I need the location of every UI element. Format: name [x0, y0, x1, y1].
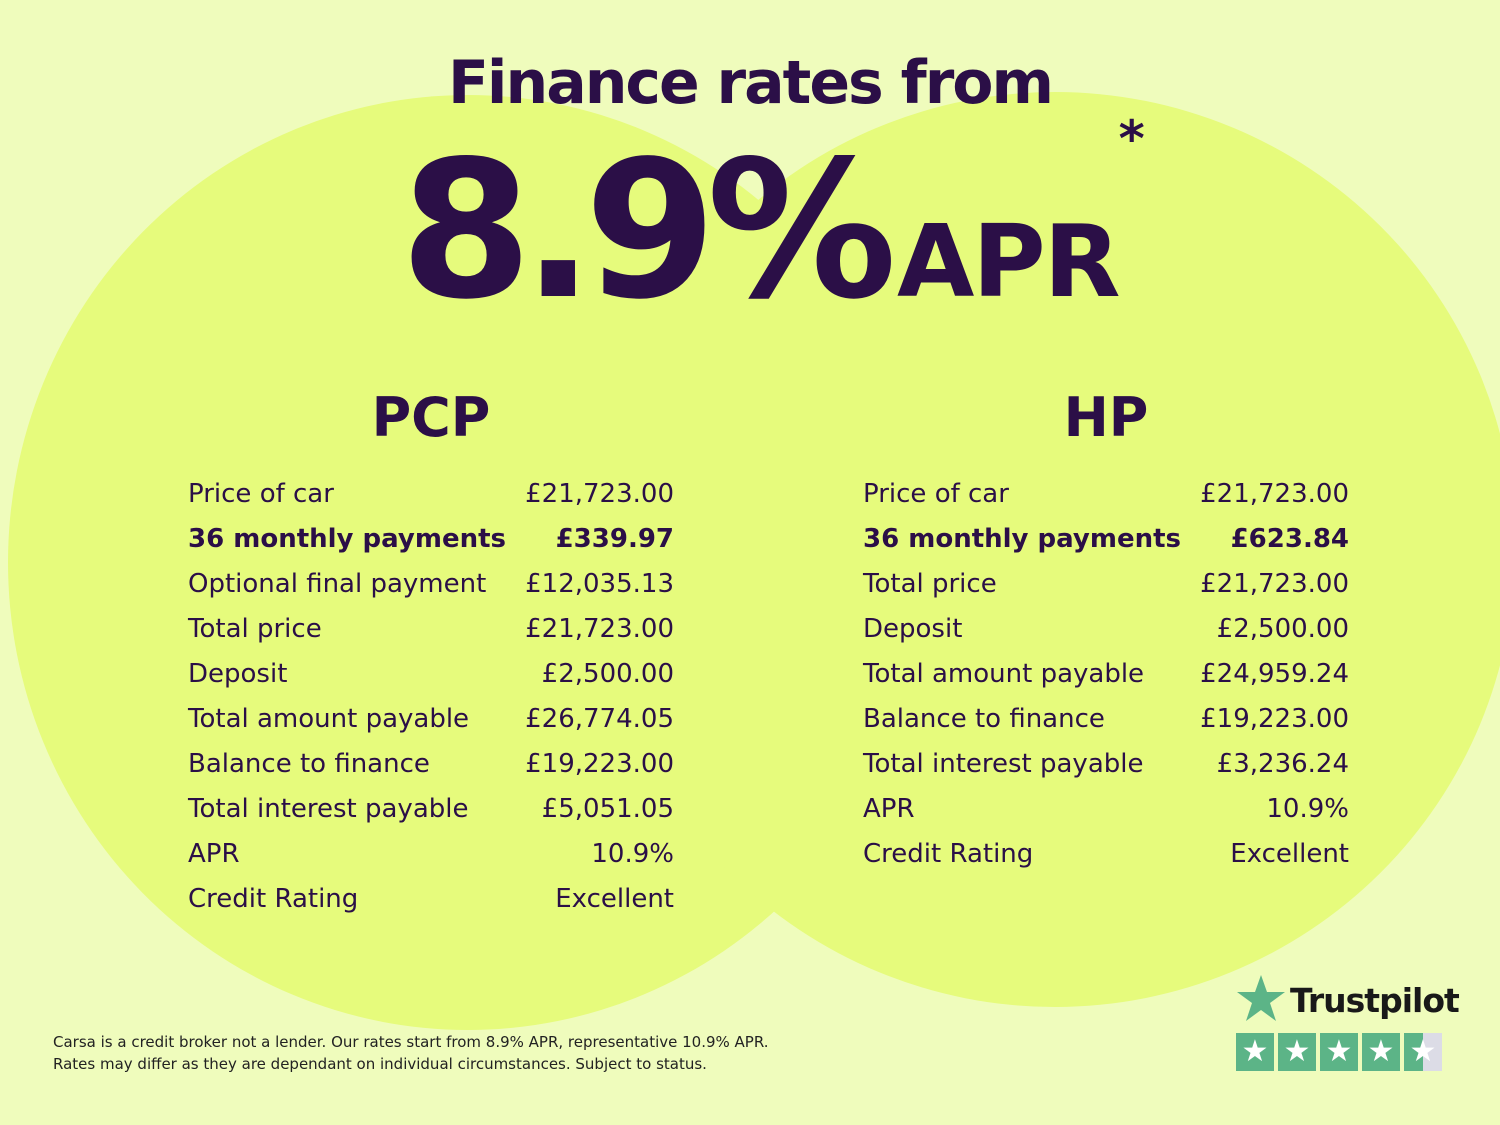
star-icon: ★	[1320, 1033, 1358, 1071]
row-label: Credit Rating	[863, 839, 1034, 869]
trustpilot-rating: ★ ★ ★ ★ ★	[1236, 1033, 1442, 1071]
row-label: Optional final payment	[188, 569, 487, 599]
row-value: £623.84	[1230, 524, 1349, 554]
hp-table: HP Price of car £21,723.00 36 monthly paym…	[863, 388, 1349, 877]
row-label: 36 monthly payments	[863, 524, 1181, 554]
row-value: £339.97	[555, 524, 674, 554]
table-row: Total interest payable £5,051.05	[188, 787, 674, 832]
table-row: 36 monthly payments £623.84	[863, 517, 1349, 562]
table-row: 36 monthly payments £339.97	[188, 517, 674, 562]
row-value: £19,223.00	[1200, 704, 1349, 734]
pcp-title: PCP	[371, 386, 491, 449]
row-label: Total amount payable	[188, 704, 470, 734]
table-row: Total amount payable £26,774.05	[188, 697, 674, 742]
row-label: APR	[188, 839, 240, 869]
row-value: Excellent	[555, 884, 674, 914]
table-row: Balance to finance £19,223.00	[863, 697, 1349, 742]
row-label: Total interest payable	[863, 749, 1144, 779]
row-value: 10.9%	[1266, 794, 1349, 824]
row-value: 10.9%	[591, 839, 674, 869]
disclaimer: Carsa is a credit broker not a lender. O…	[53, 1031, 769, 1075]
row-value: £24,959.24	[1200, 659, 1349, 689]
row-label: Credit Rating	[188, 884, 359, 914]
row-label: Price of car	[188, 479, 334, 509]
row-label: Deposit	[188, 659, 288, 689]
row-value: £2,500.00	[541, 659, 674, 689]
row-value: £12,035.13	[525, 569, 674, 599]
background-circle-right	[595, 92, 1500, 1007]
table-row: Total interest payable £3,236.24	[863, 742, 1349, 787]
rate-asterisk: *	[1118, 110, 1145, 168]
row-value: £2,500.00	[1216, 614, 1349, 644]
hp-title: HP	[1063, 386, 1149, 449]
pcp-table: PCP Price of car £21,723.00 36 monthly pay…	[188, 388, 674, 922]
rate-value: 8.9%	[400, 120, 897, 341]
row-value: £19,223.00	[525, 749, 674, 779]
rate-suffix: APR	[896, 203, 1121, 320]
row-value: £3,236.24	[1216, 749, 1349, 779]
row-value: Excellent	[1230, 839, 1349, 869]
trustpilot-star-icon	[1237, 975, 1285, 1021]
table-row: Credit Rating Excellent	[863, 832, 1349, 877]
table-row: Credit Rating Excellent	[188, 877, 674, 922]
row-label: Total interest payable	[188, 794, 469, 824]
row-value: £21,723.00	[525, 479, 674, 509]
table-row: Total price £21,723.00	[863, 562, 1349, 607]
trustpilot-logo-text: Trustpilot	[1290, 981, 1460, 1020]
half-star-icon: ★	[1404, 1033, 1442, 1071]
hp-rows: Price of car £21,723.00 36 monthly payment…	[863, 472, 1349, 877]
table-row: Price of car £21,723.00	[863, 472, 1349, 517]
row-value: £21,723.00	[1200, 479, 1349, 509]
table-row: APR 10.9%	[863, 787, 1349, 832]
table-row: Deposit £2,500.00	[863, 607, 1349, 652]
table-row: APR 10.9%	[188, 832, 674, 877]
row-value: £21,723.00	[525, 614, 674, 644]
table-row: Total price £21,723.00	[188, 607, 674, 652]
row-value: £21,723.00	[1200, 569, 1349, 599]
row-value: £26,774.05	[525, 704, 674, 734]
table-row: Total amount payable £24,959.24	[863, 652, 1349, 697]
star-icon: ★	[1278, 1033, 1316, 1071]
pcp-rows: Price of car £21,723.00 36 monthly payment…	[188, 472, 674, 922]
disclaimer-line-2: Rates may differ as they are dependant o…	[53, 1055, 707, 1073]
row-label: Price of car	[863, 479, 1009, 509]
star-icon: ★	[1236, 1033, 1274, 1071]
table-row: Optional final payment £12,035.13	[188, 562, 674, 607]
rate-display: 8.9% APR *	[400, 110, 1145, 341]
star-icon: ★	[1362, 1033, 1400, 1071]
table-row: Balance to finance £19,223.00	[188, 742, 674, 787]
table-row: Price of car £21,723.00	[188, 472, 674, 517]
headline: Finance rates from	[447, 48, 1054, 118]
row-label: APR	[863, 794, 915, 824]
row-label: Total price	[188, 614, 322, 644]
disclaimer-line-1: Carsa is a credit broker not a lender. O…	[53, 1033, 769, 1051]
row-label: Balance to finance	[188, 749, 430, 779]
row-label: 36 monthly payments	[188, 524, 506, 554]
row-label: Total amount payable	[863, 659, 1145, 689]
table-row: Deposit £2,500.00	[188, 652, 674, 697]
row-label: Balance to finance	[863, 704, 1105, 734]
row-value: £5,051.05	[541, 794, 674, 824]
row-label: Deposit	[863, 614, 963, 644]
row-label: Total price	[863, 569, 997, 599]
